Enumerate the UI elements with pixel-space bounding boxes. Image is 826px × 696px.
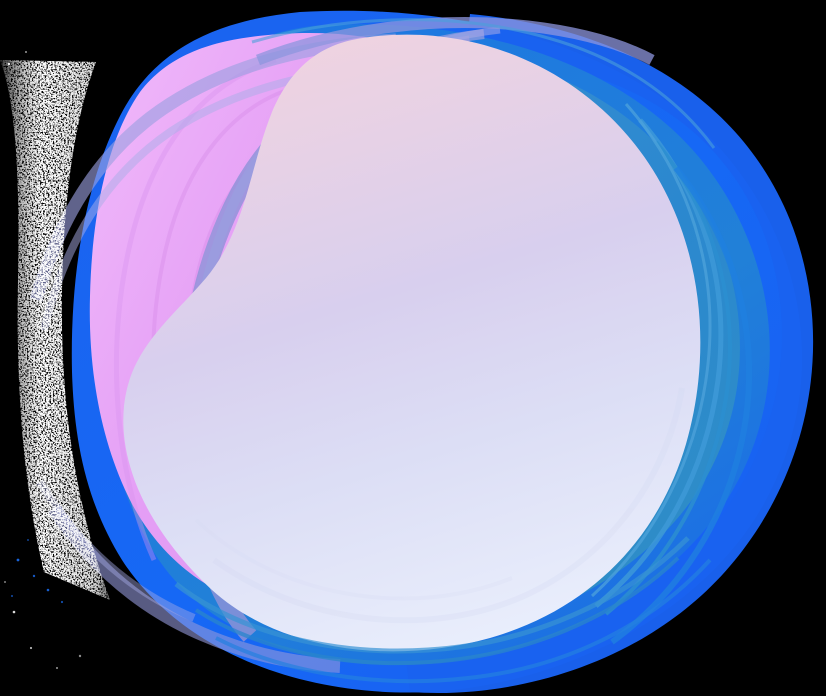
inner-blob-sheen [194,387,685,624]
speckle-dots-blue [11,539,64,604]
inner-blob [123,34,701,652]
speckle-dots [4,51,82,669]
blue-brush-striations [174,18,752,684]
